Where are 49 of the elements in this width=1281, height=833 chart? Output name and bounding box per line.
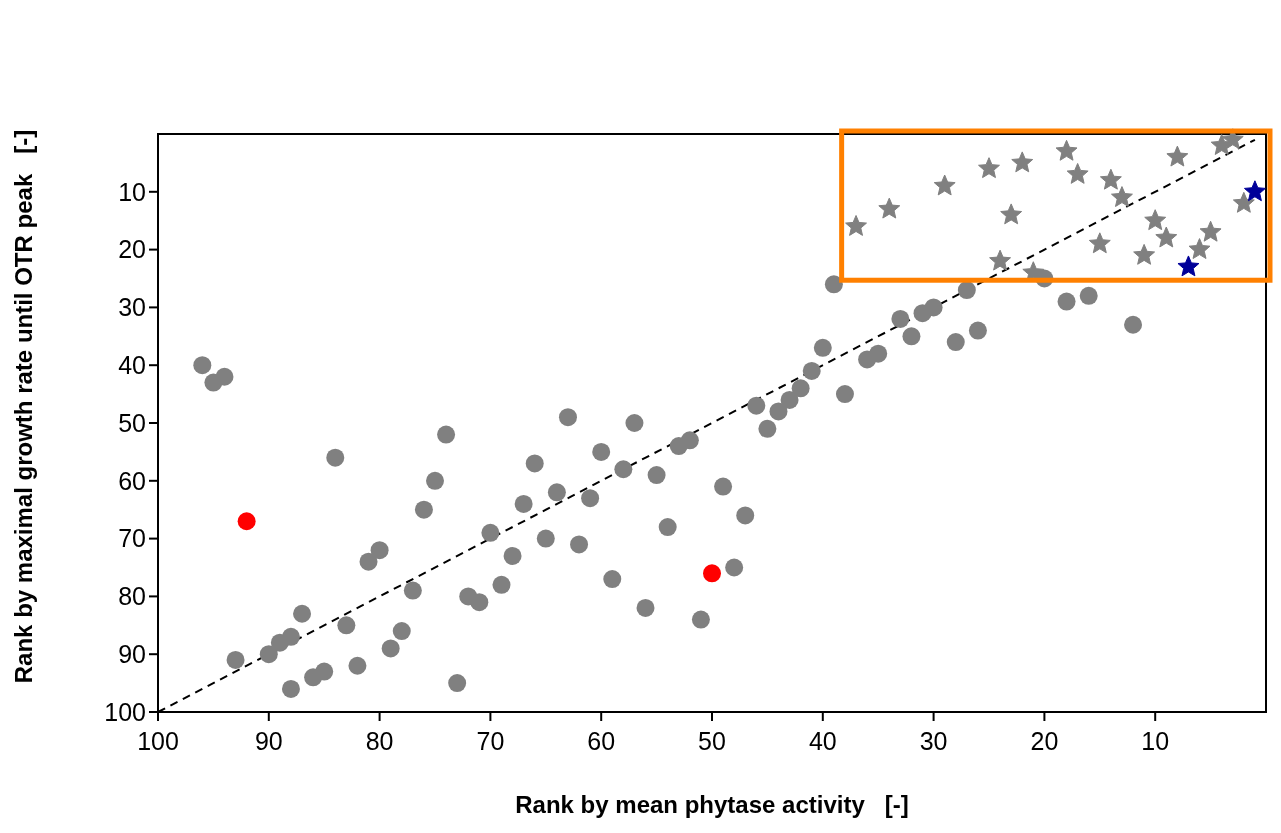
y-tick-label: 40 [118, 350, 146, 379]
y-tick-label: 20 [118, 235, 146, 264]
point [933, 174, 956, 196]
x-tick-label: 70 [476, 727, 505, 755]
point [1166, 145, 1189, 167]
point [1221, 128, 1244, 150]
point [703, 564, 721, 583]
y-tick-label: 90 [118, 639, 146, 668]
point [1133, 243, 1156, 265]
y-tick-label: 60 [118, 466, 146, 495]
y-tick-label: 100 [104, 697, 146, 726]
x-tick-label: 30 [919, 727, 948, 755]
y-tick-label: 80 [118, 582, 146, 611]
point [1199, 220, 1222, 242]
point [1177, 255, 1200, 277]
point [1243, 180, 1266, 202]
x-tick-label: 100 [137, 727, 179, 755]
x-tick-label: 80 [365, 727, 394, 755]
x-tick-label: 10 [1141, 727, 1170, 755]
point [1011, 151, 1034, 173]
x-tick-label: 20 [1030, 727, 1059, 755]
x-tick-label: 90 [254, 727, 283, 755]
point [1111, 186, 1133, 207]
x-axis-title: Rank by mean phytase activity [-] [515, 791, 909, 818]
point [237, 512, 256, 531]
x-tick-label: 50 [698, 727, 726, 755]
point [1079, 286, 1098, 305]
y-tick-label: 10 [118, 177, 146, 206]
y-tick-label: 30 [118, 293, 146, 322]
point [1232, 191, 1255, 213]
point [1155, 226, 1178, 248]
x-tick-label: 40 [808, 727, 837, 755]
point [989, 249, 1012, 271]
point [1088, 232, 1111, 254]
y-axis-title: Rank by maximal growth rate until OTR peak [-] [10, 129, 37, 684]
point [1099, 168, 1122, 190]
point [878, 197, 901, 219]
y-tick-label: 50 [118, 408, 146, 437]
point [1188, 238, 1211, 259]
point [1124, 315, 1143, 334]
point [845, 214, 867, 236]
point [1057, 292, 1076, 311]
point [1066, 162, 1089, 184]
point [1144, 209, 1167, 231]
point [1000, 203, 1023, 225]
x-tick-label: 60 [587, 727, 616, 755]
point [978, 157, 1000, 179]
point [1055, 139, 1078, 161]
y-tick-label: 70 [118, 524, 146, 553]
